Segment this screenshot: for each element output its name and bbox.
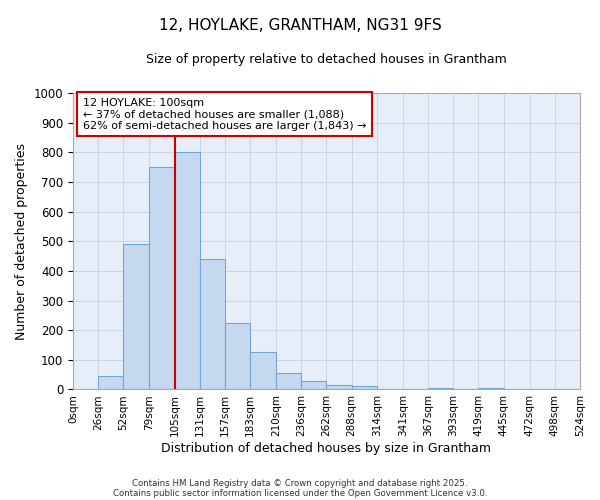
Text: Contains public sector information licensed under the Open Government Licence v3: Contains public sector information licen… — [113, 488, 487, 498]
Y-axis label: Number of detached properties: Number of detached properties — [15, 143, 28, 340]
Bar — [200, 259, 225, 390]
Bar — [149, 167, 175, 390]
Bar — [301, 380, 326, 390]
Bar — [123, 244, 149, 390]
Bar — [428, 388, 453, 390]
Bar — [225, 323, 250, 390]
Text: 12 HOYLAKE: 100sqm
← 37% of detached houses are smaller (1,088)
62% of semi-deta: 12 HOYLAKE: 100sqm ← 37% of detached hou… — [83, 98, 367, 130]
Bar — [276, 373, 301, 390]
Text: Contains HM Land Registry data © Crown copyright and database right 2025.: Contains HM Land Registry data © Crown c… — [132, 478, 468, 488]
Bar — [478, 388, 503, 390]
X-axis label: Distribution of detached houses by size in Grantham: Distribution of detached houses by size … — [161, 442, 491, 455]
Title: Size of property relative to detached houses in Grantham: Size of property relative to detached ho… — [146, 52, 507, 66]
Bar — [98, 376, 123, 390]
Bar — [326, 385, 352, 390]
Text: 12, HOYLAKE, GRANTHAM, NG31 9FS: 12, HOYLAKE, GRANTHAM, NG31 9FS — [158, 18, 442, 32]
Bar — [175, 152, 200, 390]
Bar — [250, 352, 276, 390]
Bar — [352, 386, 377, 390]
